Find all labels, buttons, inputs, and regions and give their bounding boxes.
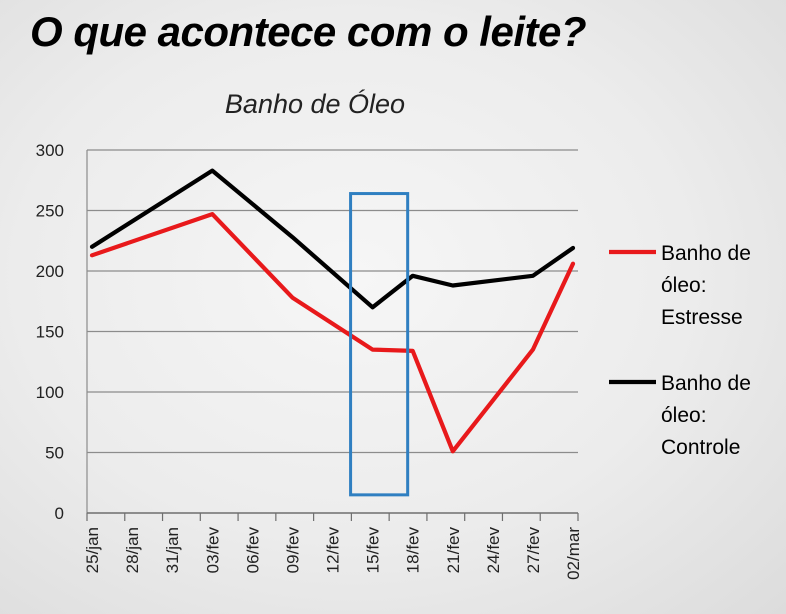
x-tick-label: 06/fev (243, 527, 262, 574)
legend: Banho de óleo: Estresse Banho de óleo: Contro… (609, 242, 751, 459)
x-tick-label: 31/jan (163, 527, 182, 573)
x-tick-label: 09/fev (283, 527, 302, 574)
highlight-box-group (349, 192, 410, 497)
series-lines (89, 168, 576, 454)
y-tick-label: 150 (36, 323, 64, 342)
headline: O que acontece com o leite? (30, 8, 586, 55)
legend-label: Banho de (661, 372, 751, 395)
legend-label: óleo: (661, 274, 707, 297)
x-tick-label: 18/fev (404, 527, 423, 574)
y-tick-label: 0 (55, 504, 64, 523)
legend-label: óleo: (661, 404, 707, 427)
y-tick-label: 50 (45, 444, 64, 463)
legend-label: Banho de (661, 242, 751, 265)
x-tick-label: 25/jan (83, 527, 102, 573)
x-tick-label: 02/mar (564, 527, 583, 580)
x-tick-label: 15/fev (364, 527, 383, 574)
series-line-controle (89, 168, 576, 310)
series-line-estresse (89, 212, 576, 454)
y-tick-label: 200 (36, 262, 64, 281)
x-tick-label: 24/fev (484, 527, 503, 574)
x-tick-label: 21/fev (444, 527, 463, 574)
gridlines (87, 149, 578, 454)
axes: 0 50 100 150 200 250 300 25/jan 28/jan 31/jan 03/f… (36, 141, 583, 580)
x-tick-label: 03/fev (203, 527, 222, 574)
y-tick-label: 300 (36, 141, 64, 160)
x-tick-label: 27/fev (524, 527, 543, 574)
x-tick-label: 28/jan (123, 527, 142, 573)
y-tick-label: 100 (36, 383, 64, 402)
x-tick-label: 12/fev (324, 527, 343, 574)
chart-title: Banho de Óleo (225, 88, 405, 119)
y-tick-label: 250 (36, 202, 64, 221)
legend-label: Estresse (661, 306, 743, 329)
legend-label: Controle (661, 436, 740, 459)
highlight-box (349, 192, 410, 497)
